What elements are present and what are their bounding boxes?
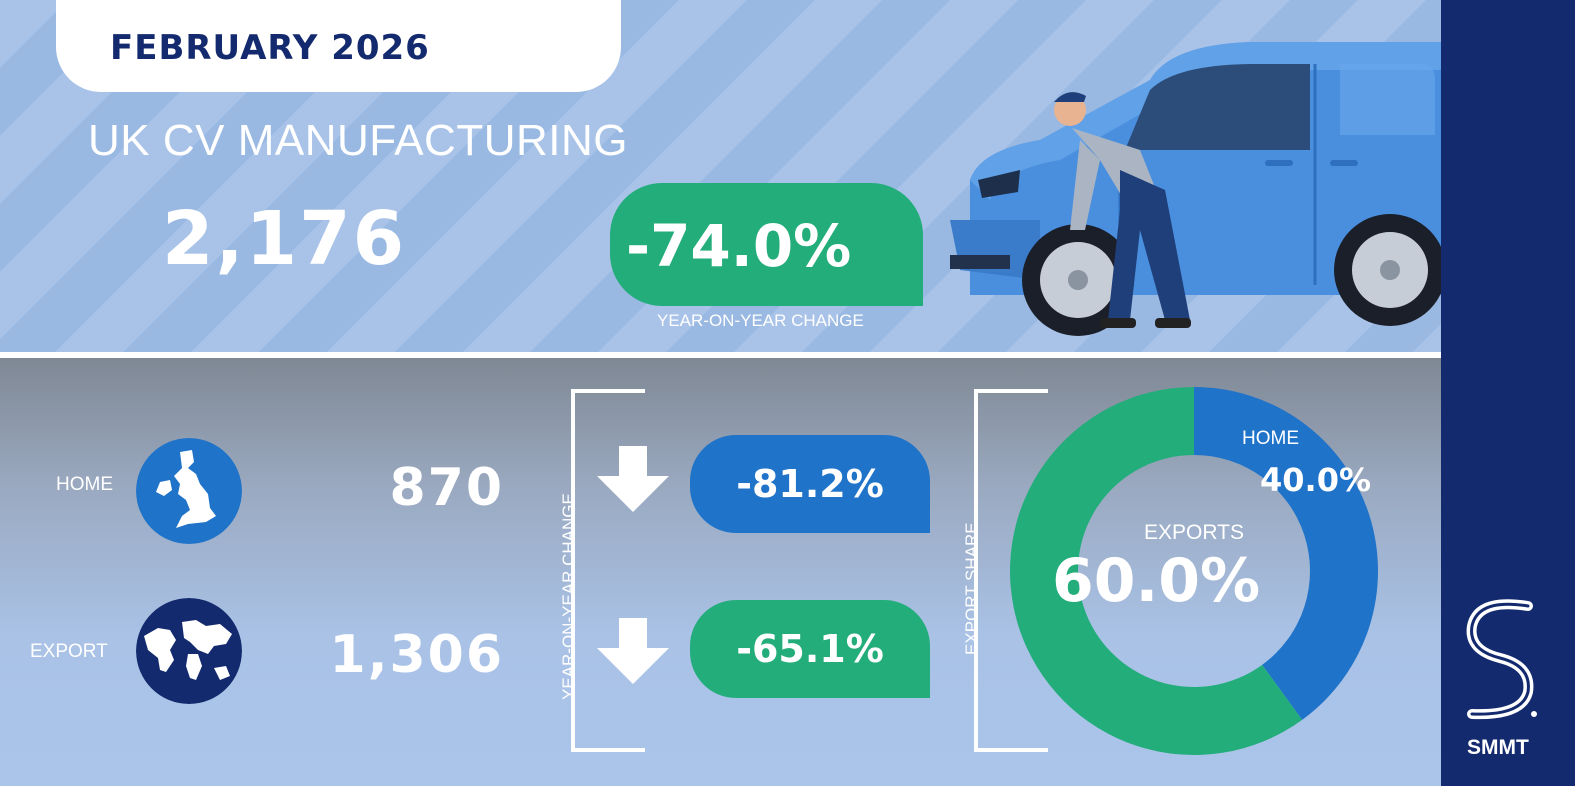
total-change-value: -74.0% xyxy=(626,212,852,280)
uk-map-icon xyxy=(136,438,242,544)
export-share-donut xyxy=(1010,387,1378,755)
export-label: EXPORT xyxy=(30,641,108,662)
home-share-label: HOME xyxy=(1242,428,1299,449)
export-share-label: EXPORTS xyxy=(1144,521,1244,544)
date-badge xyxy=(56,0,621,92)
section-divider xyxy=(0,352,1441,358)
home-change-value: -81.2% xyxy=(736,462,884,506)
home-label: HOME xyxy=(56,474,113,495)
date-title: FEBRUARY 2026 xyxy=(110,28,430,68)
total-change-badge xyxy=(610,183,923,306)
export-volume: 1,306 xyxy=(329,625,504,685)
donut-slice-home xyxy=(1194,387,1378,720)
home-change-badge xyxy=(690,435,930,533)
export-change-badge xyxy=(690,600,930,698)
total-change-label: YEAR-ON-YEAR CHANGE xyxy=(657,311,864,330)
total-volume: 2,176 xyxy=(162,196,407,282)
change-bracket xyxy=(571,389,645,752)
export-change-value: -65.1% xyxy=(736,627,884,671)
export-share-value: 60.0% xyxy=(1052,546,1261,616)
share-axis-label: EXPORT SHARE xyxy=(962,522,981,655)
home-share-value: 40.0% xyxy=(1260,461,1372,499)
change-axis-label: YEAR-ON-YEAR CHANGE xyxy=(559,493,578,700)
donut-slice-exports xyxy=(1010,387,1303,755)
brand-sidebar xyxy=(1441,0,1575,786)
headline-panel: FEBRUARY 2026 UK CV MANUFACTURING 2,176 … xyxy=(0,0,1441,352)
down-arrow-icon xyxy=(597,618,669,684)
van-illustration xyxy=(950,42,1441,336)
share-bracket xyxy=(974,389,1048,752)
page-title: UK CV MANUFACTURING xyxy=(88,116,628,165)
down-arrow-icon xyxy=(597,446,669,512)
globe-icon xyxy=(136,598,242,704)
home-volume: 870 xyxy=(389,458,504,518)
smmt-logo-icon xyxy=(1466,599,1537,720)
brand-name: SMMT xyxy=(1467,736,1529,759)
